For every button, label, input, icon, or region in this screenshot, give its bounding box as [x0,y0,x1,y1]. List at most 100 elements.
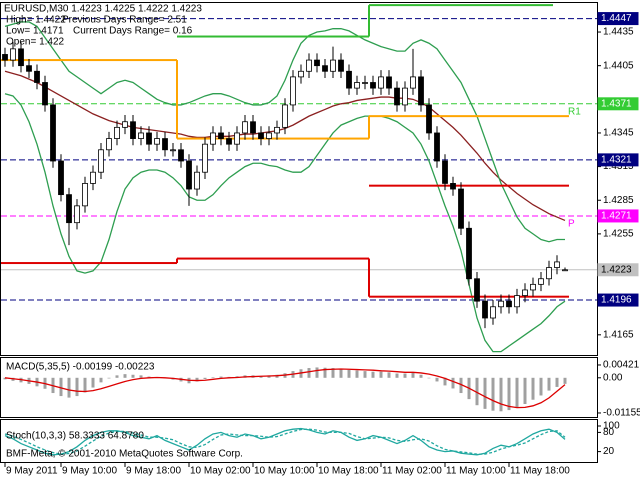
candle-body [362,82,368,84]
y-tick-label: 0.00421 [603,360,640,371]
candle-body [186,160,192,190]
y-tick-label: 100 [603,421,620,432]
macd-bar [555,377,559,387]
indicator-line [4,428,566,455]
x-tick-label: 10 May 02:00 [190,466,251,477]
chart-title: EURUSD,M30 1.4223 1.4225 1.4222 1.4223 [4,4,202,15]
macd-bar [419,374,423,378]
macd-bar [331,368,335,378]
candle-body [450,183,456,190]
x-tick-label: 11 May 10:00 [446,466,506,477]
candle-body [546,267,552,280]
candle-body [258,132,264,139]
macd-bar [443,377,447,386]
x-tick-label: 9 May 2011 [6,466,58,477]
y-tick-label: 0.00 [603,372,623,383]
candle-body [306,59,312,72]
macd-bar [483,377,487,409]
y-tick-label: 1.4315 [603,161,634,172]
price-label: 1.4447 [601,13,632,24]
price-label-box [597,153,639,167]
candle-body [194,171,200,190]
indicator-line [4,427,566,456]
macd-bar [427,377,431,379]
price-label-box [597,263,639,277]
y-tick-label: 1.4255 [603,229,634,240]
macd-bar [123,374,127,378]
macd-bar [139,375,143,378]
macd-bar [531,377,535,400]
y-tick-label: 20 [603,446,615,457]
macd-bar [395,373,399,378]
candle-body [522,289,528,296]
level-label: R1 [568,106,581,117]
candle-body [530,283,536,291]
candle-body [130,121,136,139]
price-label-box [597,209,639,223]
candle-body [98,149,104,173]
candle-body [386,76,392,89]
price-label-box [597,293,639,307]
candle-body [210,132,216,145]
candle-body [226,138,232,145]
x-tick-label: 10 May 10:00 [254,466,315,477]
candle-body [114,126,120,139]
candle-body [154,138,160,145]
macd-bar [131,374,135,378]
candle-body [122,121,128,128]
candle-body [66,194,72,224]
candle-body [394,87,400,106]
candle-body [218,132,224,139]
candle-body [418,76,424,106]
macd-bar [563,377,567,384]
price-label: 1.4271 [601,211,632,222]
candle-body [474,278,480,302]
x-tick-label: 10 May 18:00 [318,466,379,477]
candle-body [298,70,304,78]
candle-body [506,300,512,308]
indicator-line [4,368,566,409]
macd-bar [75,377,79,397]
macd-bar [211,377,215,378]
candle-body [498,300,504,308]
price-label: 1.4371 [601,98,632,109]
macd-bar [459,377,463,394]
copyright: BMF-Meta, © 2001-2010 MetaQuotes Softwar… [6,449,243,460]
candle-body [490,306,496,319]
y-tick-label: 1.4165 [603,329,634,340]
macd-bar [523,377,527,404]
info-text: Low= 1.4171 [6,26,64,37]
y-tick-label: -0.01155 [603,408,640,419]
macd-bar [315,367,319,378]
candle-body [2,54,8,61]
candle-body [458,188,464,229]
candle-body [178,149,184,162]
indicator-line [4,21,565,243]
candle-body [322,65,328,72]
macd-bar [475,377,479,406]
candle-body [290,76,296,106]
macd-bar [403,373,407,378]
macd-pane [0,357,598,418]
macd-bar [323,367,327,378]
macd-bar [539,377,543,396]
candle-body [514,295,520,308]
level-label: P [568,219,575,230]
main-pane [0,2,598,356]
y-tick-label: 1.4285 [603,195,634,206]
macd-bar [219,376,223,378]
candle-body [410,76,416,89]
macd-bar [387,372,391,378]
macd-bar [347,369,351,378]
macd-bar [547,377,551,391]
indicator-title: MACD(5,35,5) -0.00199 -0.00223 [6,362,155,373]
stoch-pane [0,419,598,463]
info-text: Current Days Range= 0.16 [73,26,193,37]
x-tick-label: 11 May 18:00 [510,466,570,477]
x-tick-label: 9 May 10:00 [62,466,117,477]
candle-body [82,183,88,207]
macd-bar [195,377,199,382]
macd-bar [115,375,119,378]
info-text: Previous Days Range= 2.51 [62,15,187,26]
